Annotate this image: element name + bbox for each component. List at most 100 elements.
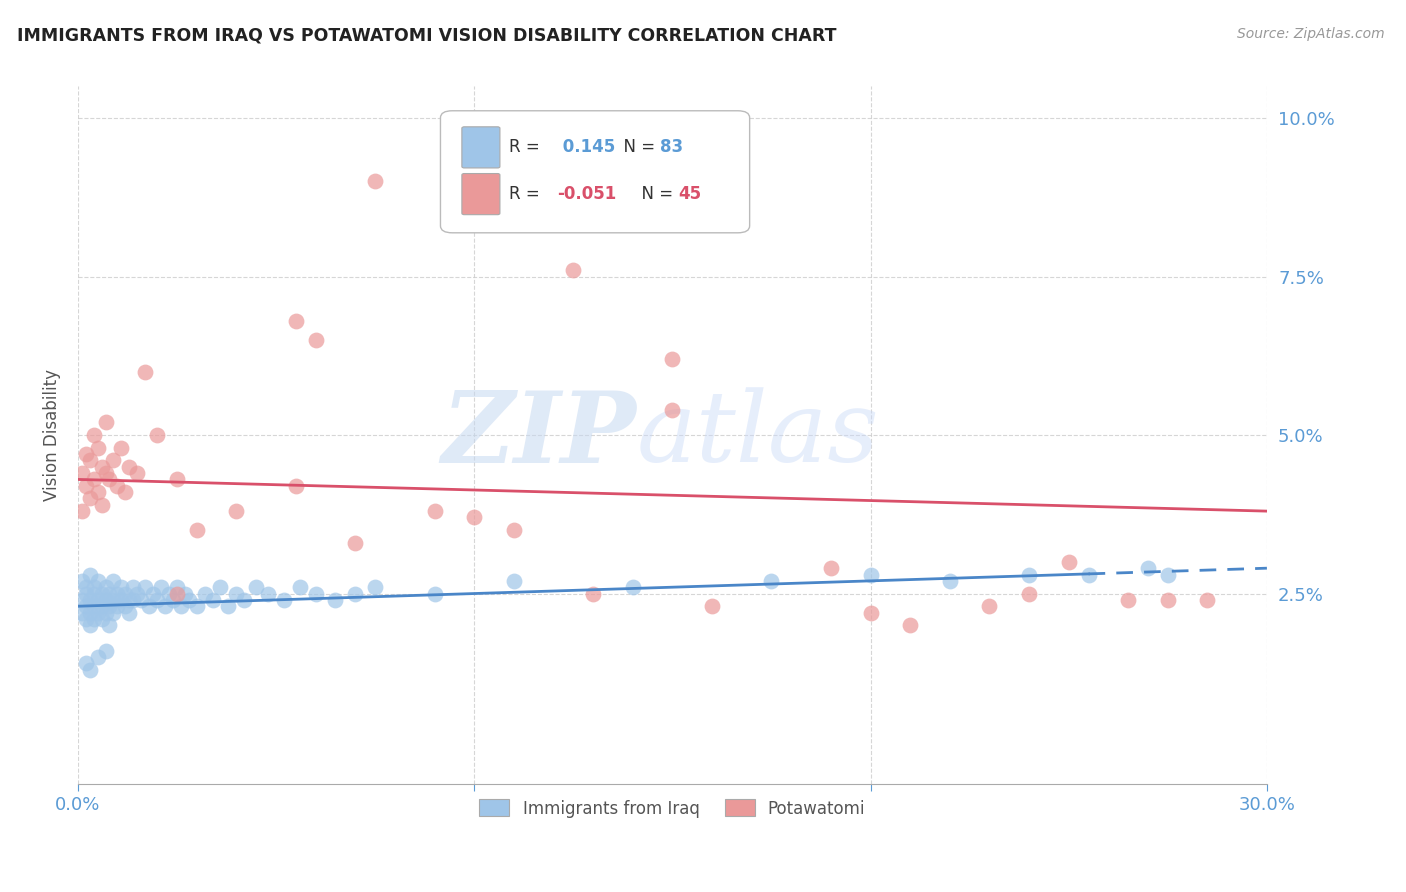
Point — [110, 580, 132, 594]
Point — [79, 618, 101, 632]
Point — [146, 593, 169, 607]
Point — [79, 491, 101, 506]
Point — [83, 580, 105, 594]
Point — [225, 586, 247, 600]
Point — [562, 263, 585, 277]
Point — [186, 599, 208, 614]
Point — [75, 657, 97, 671]
Point — [86, 485, 108, 500]
Point — [364, 174, 387, 188]
Point — [325, 593, 347, 607]
Point — [166, 580, 188, 594]
Point — [118, 606, 141, 620]
Point — [107, 479, 129, 493]
Point — [979, 599, 1001, 614]
Point — [94, 416, 117, 430]
Point — [1197, 593, 1219, 607]
Point — [153, 599, 176, 614]
Point — [582, 586, 605, 600]
Point — [103, 593, 125, 607]
Point — [83, 599, 105, 614]
Point — [70, 466, 93, 480]
Point — [257, 586, 280, 600]
Point — [79, 567, 101, 582]
Point — [138, 599, 160, 614]
Point — [1157, 593, 1180, 607]
Point — [304, 586, 326, 600]
Point — [284, 314, 307, 328]
Point — [129, 593, 152, 607]
Point — [75, 580, 97, 594]
Point — [661, 351, 683, 366]
Point — [423, 504, 446, 518]
Point — [127, 466, 149, 480]
Point — [86, 593, 108, 607]
Point — [75, 599, 97, 614]
Text: N =: N = — [631, 186, 678, 203]
Point — [107, 586, 129, 600]
Point — [83, 428, 105, 442]
Point — [700, 599, 723, 614]
Point — [273, 593, 295, 607]
Point — [502, 574, 524, 588]
Point — [86, 606, 108, 620]
Text: 45: 45 — [678, 186, 702, 203]
Point — [79, 663, 101, 677]
Point — [114, 485, 136, 500]
Point — [194, 586, 217, 600]
Point — [98, 599, 121, 614]
FancyBboxPatch shape — [461, 174, 501, 215]
Point — [233, 593, 256, 607]
Point — [146, 428, 169, 442]
Point — [423, 586, 446, 600]
Point — [245, 580, 267, 594]
Point — [122, 580, 145, 594]
Text: 83: 83 — [661, 138, 683, 156]
Point — [859, 567, 882, 582]
Point — [94, 466, 117, 480]
Point — [86, 441, 108, 455]
Point — [122, 593, 145, 607]
Point — [107, 599, 129, 614]
Point — [1057, 555, 1080, 569]
Point — [217, 599, 239, 614]
Text: atlas: atlas — [637, 387, 879, 483]
Point — [70, 593, 93, 607]
Point — [94, 593, 117, 607]
Y-axis label: Vision Disability: Vision Disability — [44, 369, 60, 501]
Point — [86, 649, 108, 664]
Point — [118, 593, 141, 607]
Point — [83, 472, 105, 486]
Text: N =: N = — [613, 138, 661, 156]
Point — [110, 593, 132, 607]
Point — [70, 606, 93, 620]
Point — [75, 586, 97, 600]
Text: R =: R = — [509, 186, 546, 203]
Point — [502, 523, 524, 537]
Point — [225, 504, 247, 518]
Point — [142, 586, 165, 600]
Point — [1018, 586, 1040, 600]
Point — [70, 504, 93, 518]
Point — [150, 580, 173, 594]
Text: IMMIGRANTS FROM IRAQ VS POTAWATOMI VISION DISABILITY CORRELATION CHART: IMMIGRANTS FROM IRAQ VS POTAWATOMI VISIO… — [17, 27, 837, 45]
Point — [1077, 567, 1099, 582]
Point — [344, 586, 367, 600]
Point — [186, 523, 208, 537]
Point — [898, 618, 921, 632]
Point — [94, 606, 117, 620]
Text: R =: R = — [509, 138, 546, 156]
Point — [114, 599, 136, 614]
Point — [98, 618, 121, 632]
Point — [463, 510, 485, 524]
Point — [661, 402, 683, 417]
Point — [103, 606, 125, 620]
Point — [1116, 593, 1139, 607]
Point — [75, 479, 97, 493]
Point — [209, 580, 232, 594]
Point — [94, 580, 117, 594]
Point — [761, 574, 783, 588]
Point — [1157, 567, 1180, 582]
Point — [166, 472, 188, 486]
Point — [344, 536, 367, 550]
